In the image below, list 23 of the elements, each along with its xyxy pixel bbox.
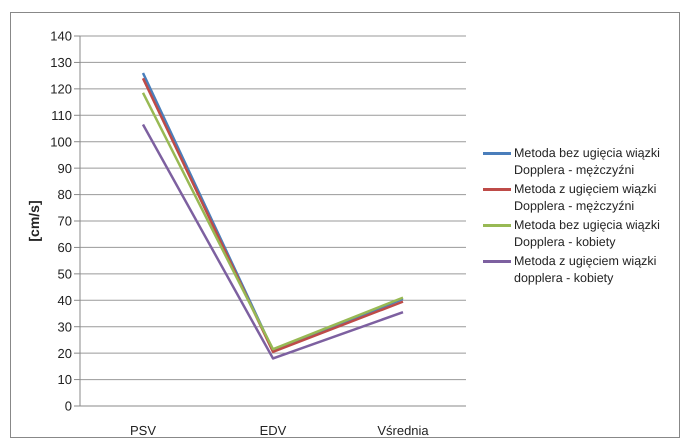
y-tick-label: 130 (50, 55, 72, 70)
y-tick-label: 100 (50, 134, 72, 150)
y-tick-label: 40 (58, 292, 72, 308)
legend-label: Metoda bez ugięcia wiązki Dopplera - kobiety (514, 217, 661, 251)
legend-label: Metoda z ugięciem wiązki dopplera - kobiety (514, 253, 658, 287)
x-tick-label: EDV (260, 423, 287, 438)
y-tick-label: 80 (58, 187, 72, 202)
y-axis-title: [cm/s] (26, 200, 42, 242)
y-tick-label: 90 (58, 160, 72, 176)
y-tick-label: 110 (51, 108, 72, 123)
y-tick-label: 0 (64, 398, 72, 414)
y-tick-label: 70 (58, 214, 72, 229)
y-tick-label: 10 (58, 372, 72, 388)
y-tick-label: 30 (58, 319, 72, 334)
y-tick-label: 140 (50, 28, 72, 44)
x-tick-label: Vśrednia (377, 423, 430, 438)
y-tick-label: 20 (58, 346, 72, 361)
y-tick-label: 50 (58, 266, 72, 282)
y-tick-label: 120 (50, 81, 72, 96)
legend-label: Metoda z ugięciem wiązki Dopplera - mężczyźni (514, 181, 658, 215)
x-tick-label: PSV (130, 423, 156, 438)
legend-label: Metoda bez ugięcia wiązki Dopplera - mężczyźni (514, 145, 661, 179)
y-tick-label: 60 (58, 240, 72, 256)
